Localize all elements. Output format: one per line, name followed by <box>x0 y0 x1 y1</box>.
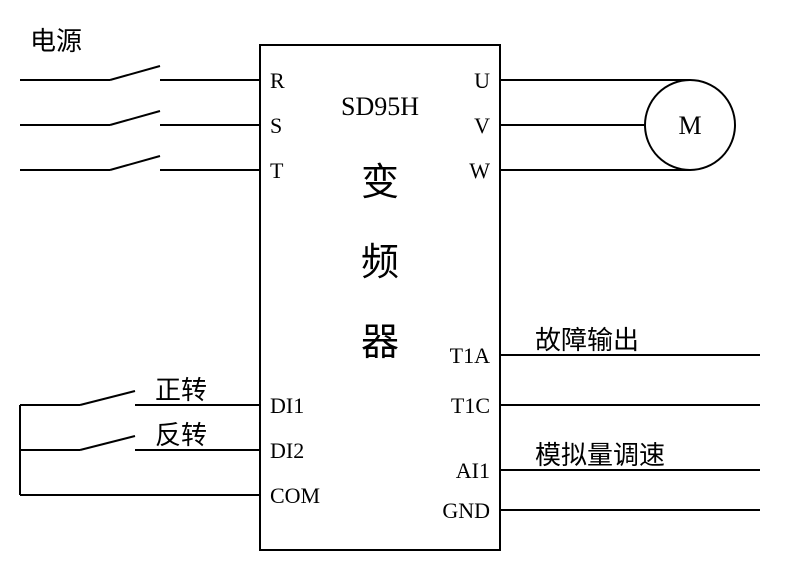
terminal-ai1: AI1 <box>456 458 490 483</box>
fault-output-label: 故障输出 <box>535 326 639 355</box>
terminal-u: U <box>474 68 490 93</box>
power-s-switch <box>110 111 160 125</box>
analog-speed-label: 模拟量调速 <box>535 441 665 470</box>
inverter-name-char: 频 <box>361 242 399 284</box>
terminal-di2: DI2 <box>270 438 304 463</box>
terminal-t1a: T1A <box>450 343 490 368</box>
motor-label: M <box>678 111 701 140</box>
power-r-switch <box>110 66 160 80</box>
di1-label: 正转 <box>155 376 207 405</box>
inverter-name-char: 器 <box>361 322 399 364</box>
terminal-w: W <box>469 158 490 183</box>
terminal-t: T <box>270 158 284 183</box>
power-label: 电源 <box>30 27 82 56</box>
terminal-r: R <box>270 68 285 93</box>
di1-switch <box>80 391 135 405</box>
inverter-name-char: 变 <box>361 162 399 204</box>
di2-label: 反转 <box>155 421 207 450</box>
terminal-di1: DI1 <box>270 393 304 418</box>
terminal-v: V <box>474 113 490 138</box>
di2-switch <box>80 436 135 450</box>
terminal-com: COM <box>270 483 320 508</box>
inverter-model: SD95H <box>341 92 419 121</box>
terminal-t1c: T1C <box>451 393 490 418</box>
terminal-gnd: GND <box>442 498 490 523</box>
terminal-s: S <box>270 113 282 138</box>
power-t-switch <box>110 156 160 170</box>
